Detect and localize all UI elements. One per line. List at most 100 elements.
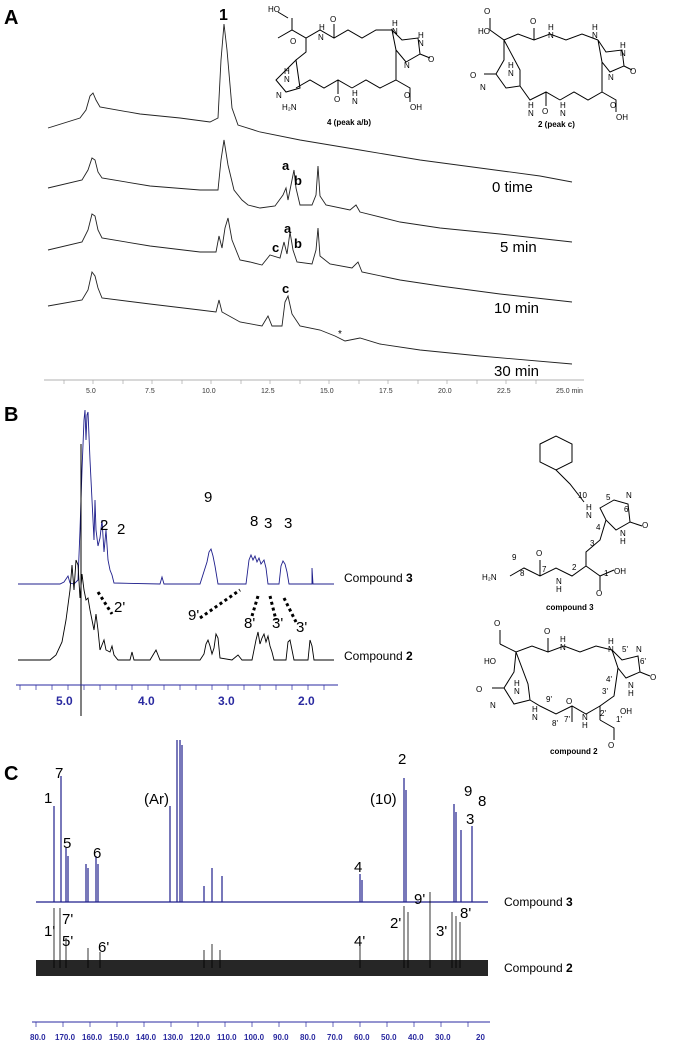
peak-star-30min: * — [338, 329, 342, 340]
cnmr-compound-labels: Compound 3 Compound 2 — [504, 895, 573, 975]
svg-text:N: N — [514, 687, 520, 696]
svg-text:O: O — [428, 55, 434, 64]
cnmr-tick-0: 80.0 — [30, 1033, 46, 1042]
hnmr-tick-5: 5.0 — [56, 694, 73, 708]
svg-text:N: N — [532, 713, 538, 722]
panel-c-label: C — [4, 763, 18, 785]
svg-text:H: H — [560, 101, 566, 110]
hplc-tick-20: 20.0 — [438, 388, 452, 395]
svg-text:N: N — [608, 645, 614, 654]
svg-text:N: N — [620, 529, 626, 538]
svg-text:N: N — [636, 645, 642, 654]
svg-text:O: O — [494, 619, 500, 628]
hnmr-x-axis: 5.0 4.0 3.0 2.0 — [16, 684, 338, 708]
hnmr-tick-2: 2.0 — [298, 694, 315, 708]
cnmr-peak-labels: 1 7 5 6 (Ar) (10) 4 2 9 3 8 1' 7' 5' 6' … — [44, 751, 486, 956]
svg-text:4: 4 — [596, 523, 601, 532]
svg-text:H: H — [418, 31, 424, 40]
cnmr-peak-8prime: 8' — [460, 905, 471, 922]
svg-text:HO: HO — [268, 5, 280, 14]
svg-text:O: O — [608, 741, 614, 750]
svg-text:O: O — [650, 673, 656, 682]
svg-text:N: N — [560, 109, 566, 118]
hnmr-peak-2a: 2 — [100, 517, 108, 534]
hplc-tick-17-5: 17.5 — [379, 388, 393, 395]
cnmr-tick-8: 100.0 — [244, 1033, 265, 1042]
structure-compound-3 — [509, 435, 643, 590]
cnmr-peak-3prime: 3' — [436, 923, 447, 940]
structure-2-top — [484, 18, 633, 112]
cnmr-tick-6: 120.0 — [190, 1033, 211, 1042]
svg-text:3: 3 — [590, 539, 595, 548]
svg-text:Compound 3: Compound 3 — [344, 571, 413, 585]
svg-text:H: H — [582, 721, 588, 730]
svg-text:O: O — [484, 7, 490, 16]
hplc-tick-25: 25.0 min — [556, 388, 583, 395]
svg-text:OH: OH — [620, 707, 632, 716]
svg-text:H: H — [319, 23, 325, 32]
cnmr-peak-7prime: 7' — [62, 911, 73, 928]
cnmr-peak-9prime: 9' — [414, 891, 425, 908]
svg-text:H: H — [514, 679, 520, 688]
peak-b-5min: b — [294, 173, 302, 188]
structure-compound-2-caption: compound 2 — [550, 747, 598, 756]
peak-1-label: 1 — [219, 7, 228, 24]
cnmr-peak-10: (10) — [370, 791, 397, 808]
structure-2-top-atoms: O HO O H N H N H N O N H N O N H N O H N… — [470, 7, 636, 129]
structure-compound-2-atoms: O HO O H N H N 5' N 6' O N H 4' 3' H N O… — [476, 619, 656, 756]
svg-text:5': 5' — [622, 645, 628, 654]
hplc-tick-10: 10.0 — [202, 388, 216, 395]
hplc-tick-7-5: 7.5 — [145, 388, 155, 395]
cnmr-peak-1: 1 — [44, 790, 52, 807]
structure-compound-2 — [492, 630, 651, 740]
hplc-tick-22-5: 22.5 — [497, 388, 511, 395]
svg-text:N: N — [548, 31, 554, 40]
cnmr-tick-9: 90.0 — [273, 1033, 289, 1042]
cnmr-peak-6prime: 6' — [98, 939, 109, 956]
svg-text:7': 7' — [564, 715, 570, 724]
svg-text:N: N — [620, 49, 626, 58]
svg-text:N: N — [490, 701, 496, 710]
cnmr-peak-4prime: 4' — [354, 933, 365, 950]
cnmr-tick-10: 80.0 — [300, 1033, 316, 1042]
cnmr-tick-3: 150.0 — [109, 1033, 130, 1042]
cnmr-compound-3 — [36, 740, 488, 903]
hnmr-compound-labels: Compound 3 Compound 2 — [344, 571, 413, 663]
hplc-tick-5: 5.0 — [86, 388, 96, 395]
svg-text:H: H — [560, 635, 566, 644]
cnmr-peak-3: 3 — [466, 811, 474, 828]
cnmr-peak-7: 7 — [55, 765, 63, 782]
hplc-labels: 1 0 time 5 min 10 min 30 min a b a c b c… — [219, 7, 539, 380]
cnmr-peak-2: 2 — [398, 751, 406, 768]
cnmr-peak-ar: (Ar) — [144, 791, 169, 808]
svg-text:9': 9' — [546, 695, 552, 704]
svg-text:N: N — [628, 681, 634, 690]
svg-text:N: N — [418, 39, 424, 48]
trace-label-5-min: 5 min — [500, 239, 537, 256]
svg-text:O: O — [536, 549, 542, 558]
cnmr-compound-2-num: 2 — [566, 961, 573, 975]
svg-text:O: O — [596, 589, 602, 598]
svg-text:8': 8' — [552, 719, 558, 728]
cnmr-peak-1prime: 1' — [44, 923, 55, 940]
hnmr-peak-2prime: 2' — [114, 599, 125, 616]
hnmr-compound-3 — [18, 409, 334, 585]
svg-text:N: N — [318, 33, 324, 42]
svg-text:2': 2' — [600, 709, 606, 718]
svg-text:H: H — [284, 67, 290, 76]
svg-text:H: H — [592, 23, 598, 32]
svg-text:O: O — [470, 71, 476, 80]
svg-text:O: O — [642, 521, 648, 530]
svg-text:H: H — [548, 23, 554, 32]
svg-text:O: O — [530, 17, 536, 26]
hnmr-peak-9prime: 9' — [188, 607, 199, 624]
cnmr-tick-1: 170.0 — [55, 1033, 76, 1042]
cnmr-peak-9: 9 — [464, 783, 472, 800]
svg-text:10: 10 — [578, 491, 587, 500]
svg-text:H₂N: H₂N — [282, 103, 297, 112]
hplc-tick-12-5: 12.5 — [261, 388, 275, 395]
svg-text:8: 8 — [520, 569, 525, 578]
svg-text:H: H — [620, 41, 626, 50]
hnmr-peak-9: 9 — [204, 489, 212, 506]
svg-text:Compound 2: Compound 2 — [344, 649, 413, 663]
